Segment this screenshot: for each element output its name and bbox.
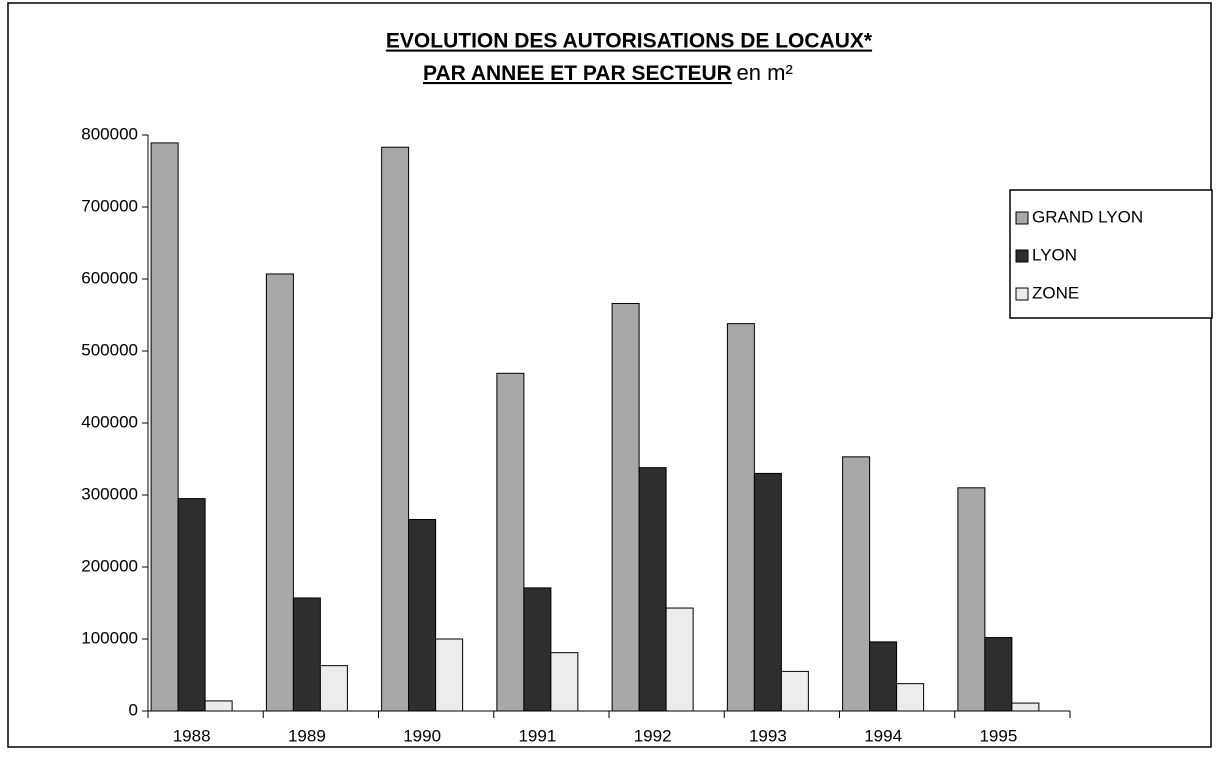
bar [842, 456, 871, 712]
bar [665, 607, 694, 712]
bar [869, 641, 898, 712]
chart-frame [7, 2, 1212, 748]
x-tick-label: 1994 [864, 726, 902, 745]
y-tick-label: 400000 [81, 412, 138, 431]
bar [638, 467, 667, 712]
legend-swatch [1015, 287, 1029, 301]
bar [523, 587, 552, 712]
x-tick-label: 1995 [979, 726, 1017, 745]
y-tick-label: 0 [129, 700, 138, 719]
x-tick-label: 1989 [288, 726, 326, 745]
bar [984, 637, 1013, 712]
legend-label: LYON [1032, 245, 1077, 264]
bar [957, 487, 986, 712]
chart-title: PAR ANNEE ET PAR SECTEUR en m² [423, 60, 793, 85]
y-tick-label: 500000 [81, 340, 138, 359]
bar [408, 518, 437, 712]
bar [265, 273, 294, 712]
bar [292, 597, 321, 712]
legend-label: GRAND LYON [1032, 207, 1143, 226]
bar [896, 683, 925, 712]
bar [611, 302, 640, 712]
legend-box [1009, 189, 1213, 319]
y-tick-label: 200000 [81, 556, 138, 575]
bar [381, 146, 410, 712]
legend-label: ZONE [1032, 283, 1079, 302]
y-tick-label: 300000 [81, 484, 138, 503]
x-tick-label: 1988 [173, 726, 211, 745]
legend-swatch [1015, 211, 1029, 225]
y-tick-label: 700000 [81, 196, 138, 215]
bar [780, 670, 809, 712]
y-tick-label: 600000 [81, 268, 138, 287]
chart-title-line: PAR ANNEE ET PAR SECTEUR [423, 62, 732, 85]
bar [496, 372, 525, 712]
bar [435, 638, 464, 712]
bar [150, 142, 179, 712]
y-tick-label: 100000 [81, 628, 138, 647]
legend-swatch [1015, 249, 1029, 263]
bar [204, 700, 233, 712]
x-tick-label: 1992 [634, 726, 672, 745]
bar [550, 652, 579, 712]
bar [726, 323, 755, 712]
chart-title: EVOLUTION DES AUTORISATIONS DE LOCAUX* [386, 30, 873, 53]
bar [753, 472, 782, 712]
bar [177, 498, 206, 712]
bar [319, 665, 348, 712]
x-tick-label: 1990 [403, 726, 441, 745]
x-tick-label: 1991 [518, 726, 556, 745]
chart-title-unit: en m² [737, 60, 793, 85]
x-tick-label: 1993 [749, 726, 787, 745]
y-tick-label: 800000 [81, 124, 138, 143]
bar [1011, 702, 1040, 712]
